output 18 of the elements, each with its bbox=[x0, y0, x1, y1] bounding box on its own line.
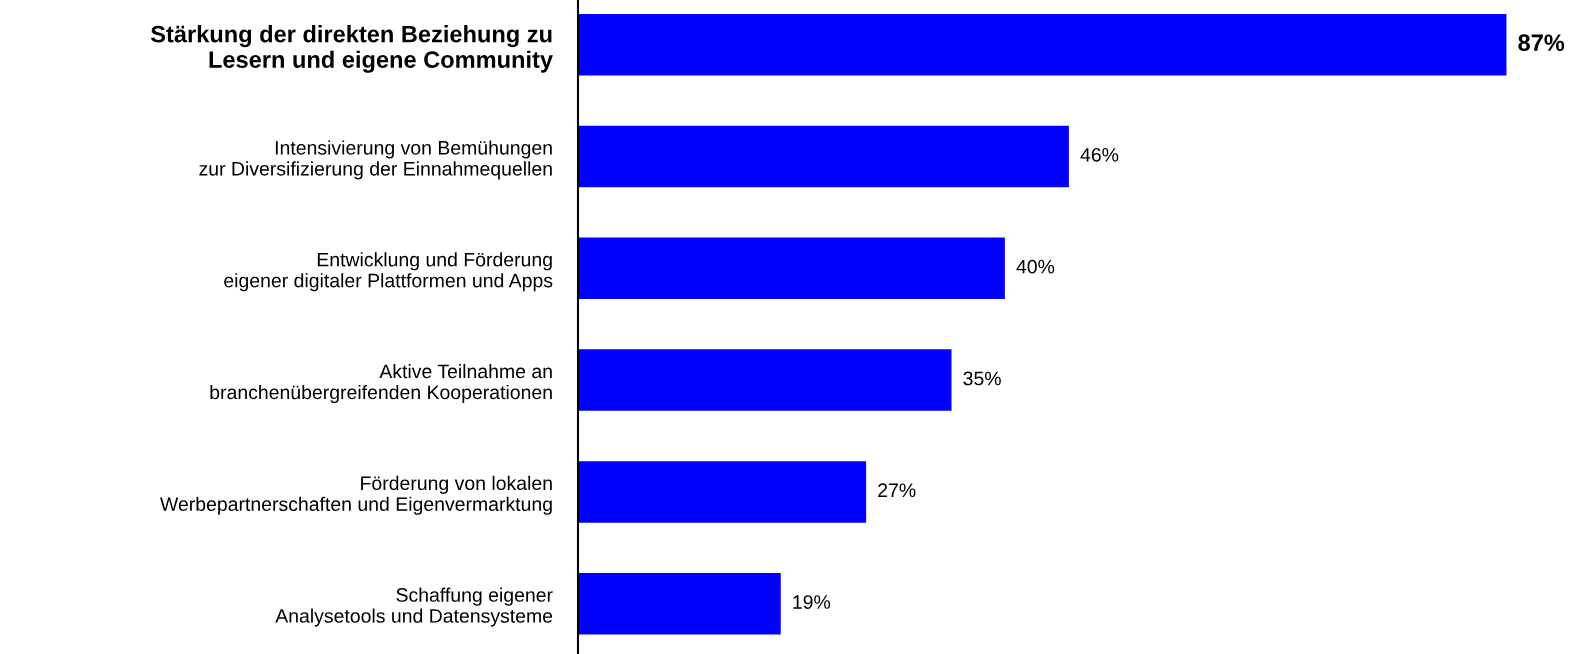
y-tick-label: Stärkung der direkten Beziehung zu Lesern und eigene Community bbox=[150, 25, 553, 73]
y-tick-label: Entwicklung und Förderung eigener digitaler Plattformen und Apps bbox=[224, 252, 553, 292]
data-label: 40% bbox=[1016, 259, 1055, 274]
y-tick-label: Schaffung eigener Analysetools und Datensysteme bbox=[275, 587, 553, 627]
data-label: 27% bbox=[878, 483, 916, 498]
bar bbox=[578, 13, 1507, 76]
bar bbox=[578, 572, 781, 635]
data-label: 19% bbox=[793, 595, 831, 609]
data-label: 87% bbox=[1518, 34, 1565, 52]
y-tick-label: Aktive Teilnahme an branchenübergreifenden Kooperationen bbox=[210, 363, 552, 404]
bar bbox=[578, 461, 867, 523]
data-label: 35% bbox=[963, 371, 1001, 386]
bar bbox=[578, 349, 952, 411]
bar bbox=[578, 237, 1005, 300]
bar bbox=[578, 125, 1069, 188]
y-tick-label: Intensivierung von Bemühungen zur Diversifizierung der Einnahmequellen bbox=[199, 140, 552, 180]
data-label: 46% bbox=[1080, 147, 1119, 162]
y-tick-label: Förderung von lokalen Werbepartnerschaften und Eigenvermarktung bbox=[160, 475, 552, 515]
